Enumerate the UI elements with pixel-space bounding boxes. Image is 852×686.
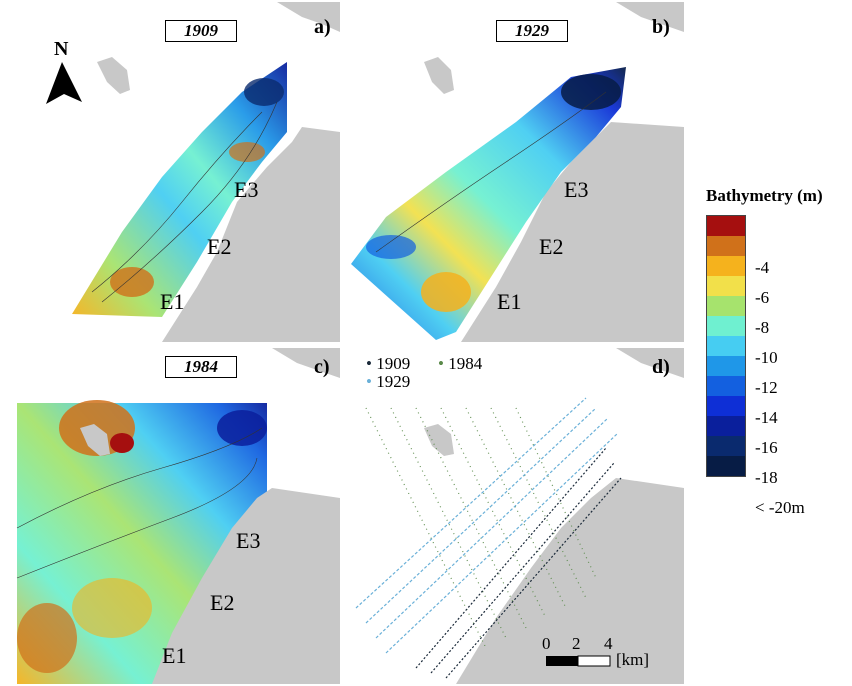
site-e1: E1 [497,289,522,314]
year-label-1929: 1929 [496,20,568,42]
legend-label: -4 [755,258,770,277]
island [97,57,130,94]
survey-year-1929: 1929 [376,372,411,391]
legend-label: -8 [755,318,770,337]
bathymetry-1929 [351,67,626,340]
north-label: N [54,38,69,60]
site-e2: E2 [539,234,564,259]
year-label-1984: 1984 [165,356,237,378]
north-arrow [46,62,82,104]
site-e3: E3 [236,528,261,553]
survey-lines [355,397,622,679]
survey-tracks-map [355,348,684,684]
survey-legend-1929: • 1929 [366,372,410,392]
panel-letter-b: b) [652,16,670,38]
legend-label: -6 [755,288,770,307]
legend-label: -14 [755,408,778,427]
legend-label: < -20m [755,498,805,517]
legend-swatch [706,296,746,316]
survey-year-1909: 1909 [376,354,411,373]
island [424,424,454,456]
map-1929 [351,2,684,342]
legend-title: Bathymetry (m) [706,186,823,205]
site-e2: E2 [210,590,235,615]
scale-unit: [km] [616,650,650,669]
land-top-right [277,2,340,32]
island [424,57,454,94]
site-e1: E1 [160,289,185,314]
legend-swatch [706,376,746,396]
survey-marker-1984: • [438,354,444,373]
island [80,424,110,456]
panel-1909: 1909 a) N E3 E2 E1 [2,2,340,342]
panel-survey-tracks: d) • 1909 • 1984 • 1929 0 2 4 [km] [346,348,684,684]
land-top-right [616,2,684,32]
bathymetry-1909 [72,62,287,317]
year-label-1909: 1909 [165,20,237,42]
survey-legend-1909: • 1909 [366,354,410,374]
panel-letter-c: c) [314,356,330,378]
scale-tick-2: 2 [572,634,581,653]
survey-marker-1909: • [366,354,372,373]
land [461,122,684,342]
legend-swatch [706,396,746,416]
land [456,478,684,684]
bathymetry-colorbar [706,215,746,477]
panel-letter-a: a) [314,16,331,38]
land-top-right [616,348,684,378]
scale-bar-white [577,655,611,667]
map-1984 [16,348,340,684]
land-top-right [272,348,340,378]
survey-year-1984: 1984 [448,354,483,373]
legend-label: -10 [755,348,778,367]
survey-legend-1984: • 1984 [438,354,482,374]
panel-letter-d: d) [652,356,670,378]
legend-swatch [706,356,746,376]
legend-swatch [706,276,746,296]
legend-label: -12 [755,378,778,397]
legend-label: -18 [755,468,778,487]
panel-1929: 1929 b) E3 E2 E1 [346,2,684,342]
legend-swatch [706,236,746,256]
scale-bar-black [546,656,578,666]
site-e3: E3 [234,177,259,202]
survey-marker-1929: • [366,372,372,391]
scale-tick-4: 4 [604,634,613,653]
legend-label: -16 [755,438,778,457]
legend-swatch [706,316,746,336]
legend-swatch [706,456,746,477]
legend-swatch [706,436,746,456]
panel-1984: 1984 c) E3 E2 E1 [2,348,340,684]
scale-tick-0: 0 [542,634,551,653]
land [152,488,340,684]
site-e1: E1 [162,643,187,668]
legend-swatch [706,256,746,276]
legend-swatch [706,336,746,356]
map-1909 [46,2,340,342]
legend-swatch [706,416,746,436]
site-e2: E2 [207,234,232,259]
land [162,127,340,342]
legend-swatch [706,215,746,236]
site-e3: E3 [564,177,589,202]
